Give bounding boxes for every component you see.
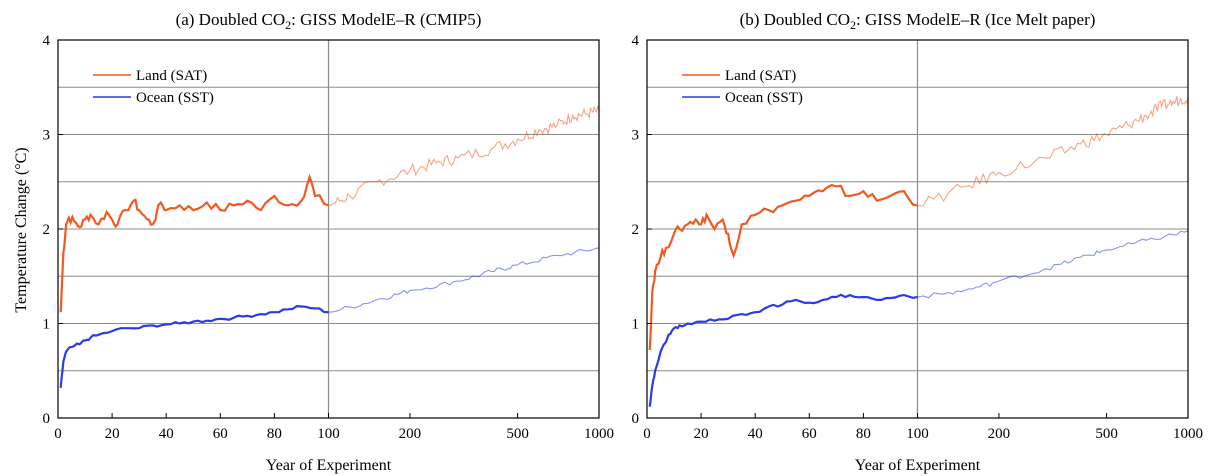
x-tick-label: 200 [399, 426, 422, 442]
y-axis-label: Temperature Change (°C) [13, 147, 30, 312]
x-tick-label: 0 [643, 426, 651, 442]
series-line-ocean-log [917, 230, 1189, 299]
x-tick-label: 1000 [584, 426, 614, 442]
series-line-land [59, 173, 329, 313]
series-line-ocean-log [328, 247, 600, 313]
x-tick-label: 100 [906, 426, 929, 442]
x-tick-label: 40 [748, 426, 763, 442]
panel-title: (a) Doubled CO2: GISS ModelE–R (CMIP5) [176, 10, 482, 32]
x-tick-label: 20 [694, 426, 709, 442]
legend-label: Land (SAT) [136, 68, 207, 84]
y-tick-label: 3 [43, 128, 51, 144]
series-line-ocean [648, 293, 918, 407]
x-tick-label: 500 [1095, 426, 1118, 442]
x-tick-label: 40 [159, 426, 174, 442]
series-line-land-log [917, 96, 1189, 207]
x-axis-label: Year of Experiment [855, 457, 981, 474]
x-tick-label: 80 [856, 426, 871, 442]
legend-label: Ocean (SST) [725, 90, 803, 106]
y-tick-label: 4 [43, 33, 51, 49]
y-tick-label: 1 [632, 317, 640, 333]
y-tick-label: 0 [43, 411, 51, 427]
y-tick-label: 4 [632, 33, 640, 49]
y-tick-label: 0 [632, 411, 640, 427]
y-tick-label: 2 [632, 222, 640, 238]
y-tick-label: 3 [632, 128, 640, 144]
x-tick-label: 100 [317, 426, 340, 442]
x-tick-label: 1000 [1173, 426, 1203, 442]
x-tick-label: 60 [802, 426, 817, 442]
y-tick-label: 2 [43, 222, 51, 238]
series-line-land [648, 183, 918, 351]
x-tick-label: 20 [105, 426, 120, 442]
legend-label: Ocean (SST) [136, 90, 214, 106]
y-tick-label: 1 [43, 317, 51, 333]
x-tick-label: 0 [54, 426, 62, 442]
x-axis-label: Year of Experiment [266, 457, 392, 474]
legend-label: Land (SAT) [725, 68, 796, 84]
x-tick-label: 60 [213, 426, 228, 442]
x-tick-label: 200 [988, 426, 1011, 442]
series-line-ocean [59, 304, 329, 388]
x-tick-label: 80 [267, 426, 282, 442]
x-tick-label: 500 [506, 426, 529, 442]
series-line-land-log [328, 105, 600, 206]
panel-title: (b) Doubled CO2: GISS ModelE–R (Ice Melt… [740, 10, 1096, 32]
